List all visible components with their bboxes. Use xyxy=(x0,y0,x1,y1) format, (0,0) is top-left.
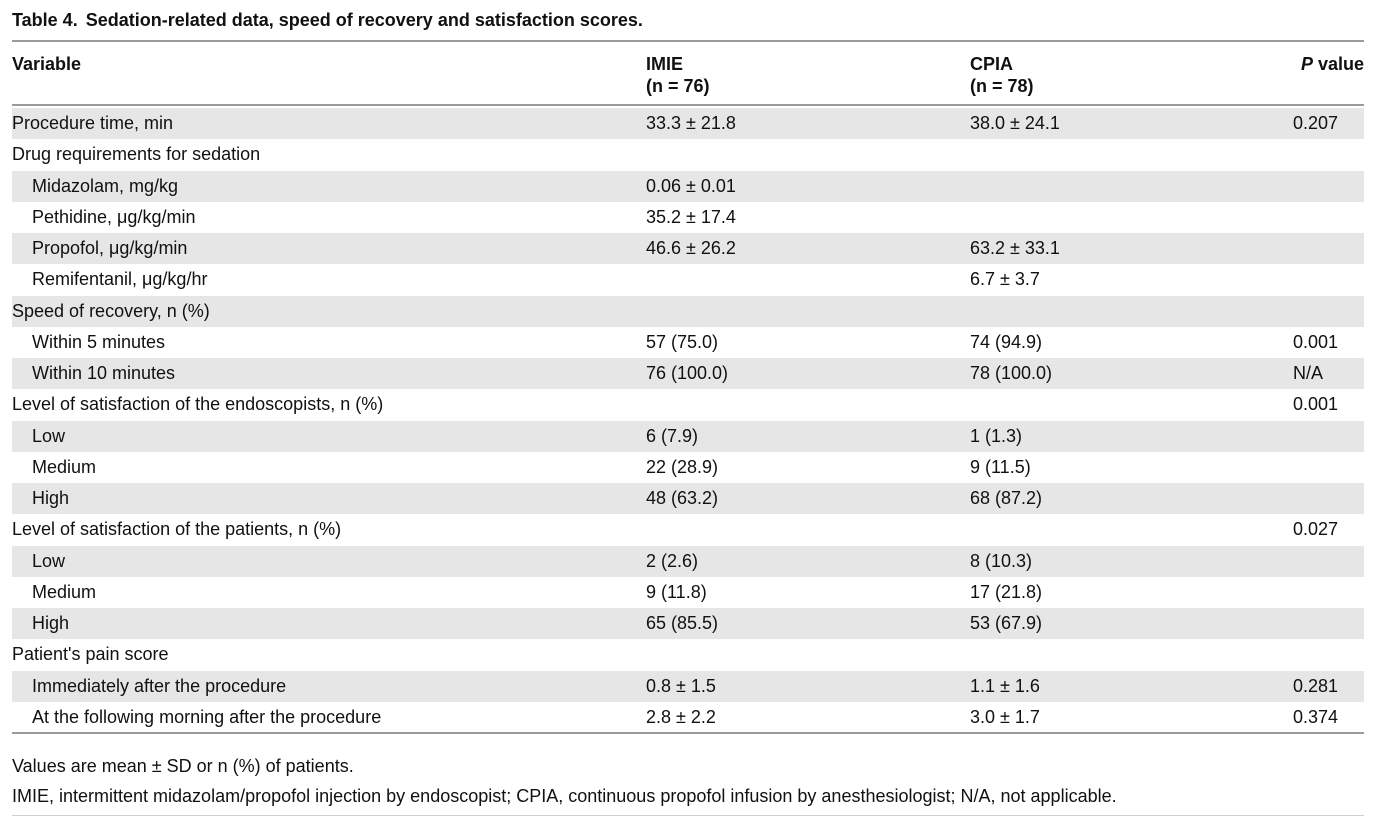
table-row: Medium 22 (28.9) 9 (11.5) xyxy=(12,452,1364,483)
cell-cpia: 78 (100.0) xyxy=(970,363,1053,383)
cell-variable: Level of satisfaction of the patients, n… xyxy=(12,519,342,540)
table-row: Low 2 (2.6) 8 (10.3) xyxy=(12,545,1364,577)
cell-variable: Pethidine, μg/kg/min xyxy=(32,206,196,227)
cell-variable: Speed of recovery, n (%) xyxy=(12,300,210,321)
cell-variable: Low xyxy=(32,550,66,571)
footnote-end-rule xyxy=(12,815,1364,816)
header-imie: IMIE (n = 76) xyxy=(646,53,710,97)
table-header: Variable IMIE (n = 76) CPIA (n = 78) P v… xyxy=(12,46,1364,106)
header-cpia-n: (n = 78) xyxy=(970,76,1034,96)
cell-imie: 33.3 ± 21.8 xyxy=(646,113,736,133)
header-p-value: P value xyxy=(1301,53,1364,75)
table-body: Procedure time, min 33.3 ± 21.8 38.0 ± 24.… xyxy=(12,108,1364,733)
cell-cpia: 74 (94.9) xyxy=(970,331,1043,352)
table-row: Level of satisfaction of the endoscopist… xyxy=(12,389,1364,420)
cell-imie: 46.6 ± 26.2 xyxy=(646,238,736,258)
table-caption: Table 4. Sedation-related data, speed of … xyxy=(12,10,643,31)
cell-cpia: 53 (67.9) xyxy=(970,613,1043,633)
header-variable-label: Variable xyxy=(12,54,82,74)
cell-variable: High xyxy=(32,488,70,508)
table-bottom-rule xyxy=(12,732,1364,734)
cell-p-value: 0.207 xyxy=(1293,113,1339,133)
cell-variable: At the following morning after the proce… xyxy=(32,706,382,727)
cell-imie: 65 (85.5) xyxy=(646,613,719,633)
cell-imie: 76 (100.0) xyxy=(646,363,729,383)
cell-variable: Procedure time, min xyxy=(12,113,174,133)
table-row: Immediately after the procedure 0.8 ± 1.5… xyxy=(12,670,1364,702)
cell-cpia: 1.1 ± 1.6 xyxy=(970,675,1040,696)
header-imie-name: IMIE xyxy=(646,54,684,74)
cell-variable: Drug requirements for sedation xyxy=(12,144,261,165)
cell-cpia: 63.2 ± 33.1 xyxy=(970,238,1060,258)
cell-p-value: N/A xyxy=(1293,363,1324,383)
table-row: Medium 9 (11.8) 17 (21.8) xyxy=(12,577,1364,608)
header-imie-n: (n = 76) xyxy=(646,76,710,96)
table-row: Within 5 minutes 57 (75.0) 74 (94.9) 0.001 xyxy=(12,327,1364,358)
table-top-rule xyxy=(12,40,1364,42)
table-row: Patient's pain score xyxy=(12,639,1364,670)
footnote-values: Values are mean ± SD or n (%) of patient… xyxy=(12,756,354,776)
header-p-italic: P xyxy=(1300,54,1313,74)
table-row: Speed of recovery, n (%) xyxy=(12,295,1364,327)
table-row: At the following morning after the proce… xyxy=(12,702,1364,733)
footnote-abbreviations: IMIE, intermittent midazolam/propofol in… xyxy=(12,786,1117,806)
cell-variable: Propofol, μg/kg/min xyxy=(32,238,188,258)
cell-p-value: 0.374 xyxy=(1293,706,1339,727)
table-row: Within 10 minutes 76 (100.0) 78 (100.0) N/A xyxy=(12,358,1364,390)
header-cpia-name: CPIA xyxy=(970,54,1014,74)
cell-variable: Low xyxy=(32,425,66,446)
cell-imie: 35.2 ± 17.4 xyxy=(646,206,736,227)
data-table: Variable IMIE (n = 76) CPIA (n = 78) P v… xyxy=(12,46,1364,733)
cell-variable: Medium xyxy=(32,581,97,602)
table-row: Pethidine, μg/kg/min 35.2 ± 17.4 xyxy=(12,202,1364,233)
cell-p-value: 0.281 xyxy=(1293,675,1339,696)
cell-cpia: 3.0 ± 1.7 xyxy=(970,706,1040,727)
table-row: Low 6 (7.9) 1 (1.3) xyxy=(12,420,1364,452)
cell-cpia: 1 (1.3) xyxy=(970,425,1023,446)
cell-variable: Immediately after the procedure xyxy=(32,675,287,696)
cell-variable: Within 10 minutes xyxy=(32,363,176,383)
cell-cpia: 68 (87.2) xyxy=(970,488,1043,508)
cell-variable: Patient's pain score xyxy=(12,644,169,665)
table-row: Remifentanil, μg/kg/hr 6.7 ± 3.7 xyxy=(12,264,1364,295)
table-row: Procedure time, min 33.3 ± 21.8 38.0 ± 24.… xyxy=(12,108,1364,140)
cell-imie: 48 (63.2) xyxy=(646,488,719,508)
header-cpia: CPIA (n = 78) xyxy=(970,53,1034,97)
cell-cpia: 17 (21.8) xyxy=(970,581,1043,602)
header-p-word: value xyxy=(1312,54,1364,74)
cell-cpia: 9 (11.5) xyxy=(970,456,1031,477)
cell-variable: Remifentanil, μg/kg/hr xyxy=(32,269,208,290)
cell-p-value: 0.001 xyxy=(1293,331,1339,352)
cell-cpia: 6.7 ± 3.7 xyxy=(970,269,1040,290)
cell-p-value: 0.001 xyxy=(1293,394,1339,415)
cell-cpia: 38.0 ± 24.1 xyxy=(970,113,1060,133)
cell-variable: Midazolam, mg/kg xyxy=(32,175,179,196)
cell-imie: 9 (11.8) xyxy=(646,581,707,602)
cell-imie: 0.8 ± 1.5 xyxy=(646,675,716,696)
cell-variable: Level of satisfaction of the endoscopist… xyxy=(12,394,384,415)
cell-variable: High xyxy=(32,613,70,633)
cell-imie: 57 (75.0) xyxy=(646,331,719,352)
cell-variable: Medium xyxy=(32,456,97,477)
cell-cpia: 8 (10.3) xyxy=(970,550,1033,571)
cell-variable: Within 5 minutes xyxy=(32,331,166,352)
table-row: Midazolam, mg/kg 0.06 ± 0.01 xyxy=(12,170,1364,202)
table-row: High 65 (85.5) 53 (67.9) xyxy=(12,608,1364,640)
cell-imie: 2 (2.6) xyxy=(646,550,699,571)
table-row: Level of satisfaction of the patients, n… xyxy=(12,514,1364,545)
cell-imie: 0.06 ± 0.01 xyxy=(646,175,736,196)
table-row: High 48 (63.2) 68 (87.2) xyxy=(12,483,1364,515)
cell-imie: 22 (28.9) xyxy=(646,456,719,477)
table-row: Drug requirements for sedation xyxy=(12,139,1364,170)
cell-imie: 6 (7.9) xyxy=(646,425,699,446)
table-row: Propofol, μg/kg/min 46.6 ± 26.2 63.2 ± 33.… xyxy=(12,233,1364,265)
cell-imie: 2.8 ± 2.2 xyxy=(646,706,716,727)
table-number: Table 4. xyxy=(12,10,78,30)
header-variable: Variable xyxy=(12,53,81,75)
cell-p-value: 0.027 xyxy=(1293,519,1339,540)
table-title: Sedation-related data, speed of recovery… xyxy=(85,10,643,30)
